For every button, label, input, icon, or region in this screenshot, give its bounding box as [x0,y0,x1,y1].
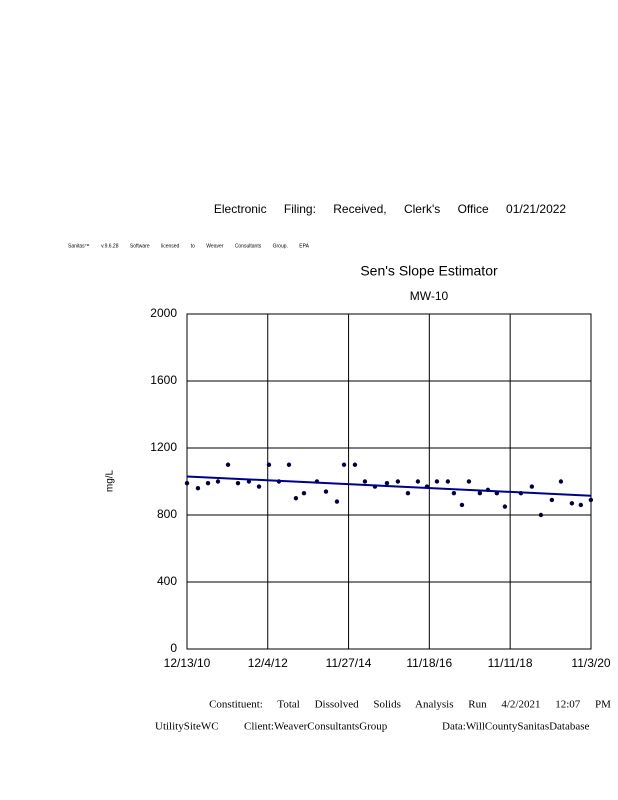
footer-site: UtilitySiteWC [155,721,219,733]
data-point [466,479,472,484]
data-point [293,496,299,501]
y-tick-label: 800 [157,507,177,521]
chart-subtitle: MW-10 [410,289,449,303]
data-point [445,479,451,484]
data-point [215,479,221,484]
data-point [195,486,201,491]
data-point [256,484,262,489]
data-point [549,497,555,503]
data-point [477,491,483,496]
data-point [569,501,575,506]
y-tick-label: 1200 [150,440,177,454]
y-tick-label: 400 [157,574,177,588]
x-tick-label: 12/13/10 [164,656,211,670]
x-tick-label: 11/11/18 [488,656,533,670]
x-tick-label: 11/18/16 [406,656,452,670]
x-tick-label: 11/3/20 [571,656,610,670]
data-point [301,491,307,496]
data-point [415,479,421,484]
data-point [451,491,457,496]
data-point [588,497,594,503]
data-point [529,484,535,489]
x-tick-label: 12/4/12 [248,656,288,670]
y-tick-label: 2000 [150,306,177,320]
data-point [405,491,411,496]
data-point [558,479,564,484]
data-point [334,499,340,504]
data-point [205,480,211,486]
data-point [323,489,329,494]
data-point [225,462,231,467]
y-tick-label: 1600 [150,373,177,387]
filing-stamp: Electronic Filing: Received, Clerk's Off… [214,202,567,216]
data-point [395,479,401,484]
data-point [266,462,272,467]
data-point [352,462,358,467]
data-point [286,462,292,467]
data-point [384,480,390,486]
data-point [184,480,190,486]
footer-database: Data:WillCountySanitasDatabase [442,721,590,733]
software-note: Sanitas™ v.9.6.28 Software licensed to W… [68,243,310,249]
data-point [538,512,544,518]
chart-title: Sen's Slope Estimator [360,263,498,279]
data-point [341,462,347,467]
data-point [235,480,241,486]
data-point [459,502,465,508]
data-point [578,502,584,508]
data-point [362,479,368,484]
y-tick-label: 0 [170,641,177,655]
x-tick-label: 11/27/14 [326,656,372,670]
data-point [434,479,440,484]
y-axis-label: mg/L [105,469,116,492]
footer-run: Constituent: Total Dissolved Solids Anal… [209,699,611,711]
data-point [502,504,508,509]
footer-client: Client:WeaverConsultantsGroup [244,721,388,733]
trend-line [186,475,592,497]
